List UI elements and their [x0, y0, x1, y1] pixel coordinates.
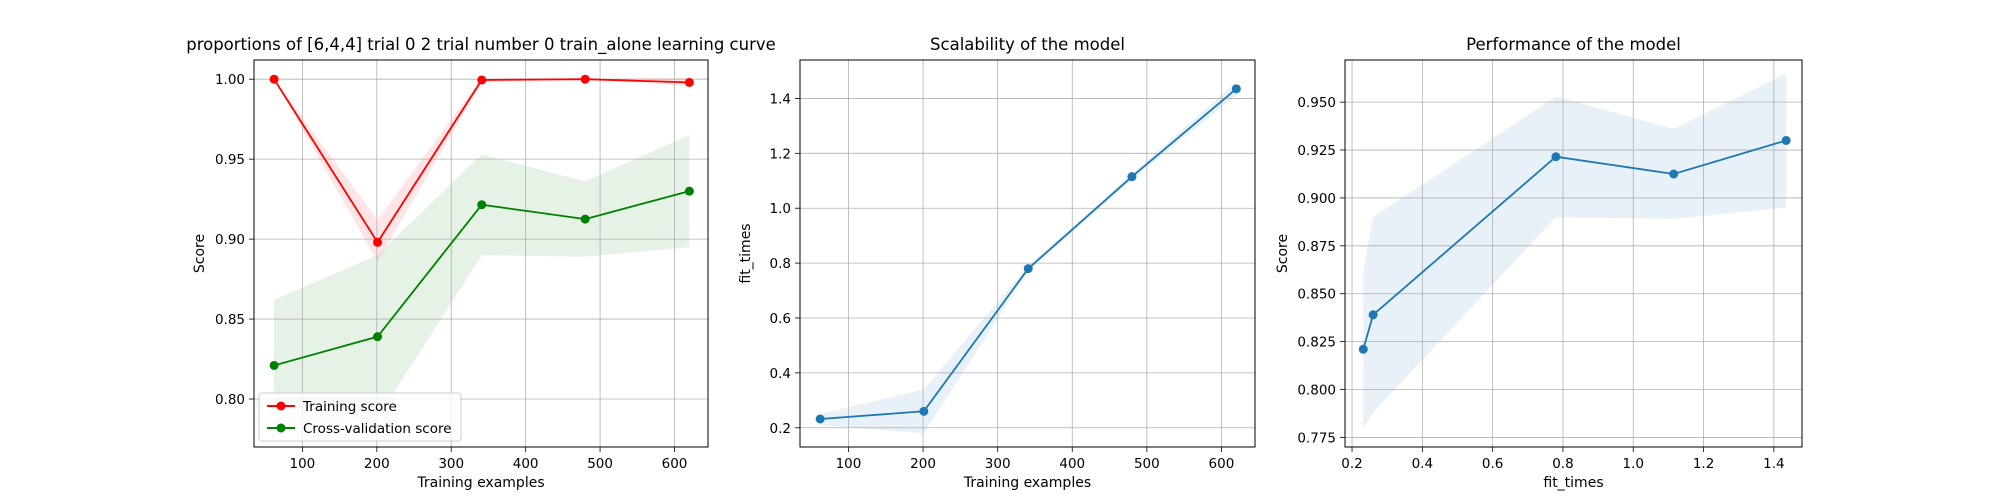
- performance-ytick-label: 0.900: [1297, 191, 1336, 207]
- legend-training-marker: [276, 401, 286, 411]
- scalability-xlabel: Training examples: [963, 475, 1091, 491]
- scalability-xtick-label: 300: [985, 456, 1011, 472]
- learning-curve-series-1-point: [684, 186, 694, 196]
- performance-ytick-label: 0.850: [1297, 287, 1336, 303]
- performance-xtick-label: 0.6: [1482, 456, 1503, 472]
- performance-xtick-label: 0.2: [1341, 456, 1362, 472]
- legend-cv-marker: [276, 423, 286, 433]
- scalability-yticks: 0.2 0.4 0.6 0.8 1.0 1.2 1.4: [770, 91, 800, 437]
- performance-series-0-point: [1368, 310, 1378, 320]
- scalability-ytick-label: 1.0: [770, 201, 791, 217]
- legend-cv-label: Cross-validation score: [303, 421, 452, 437]
- performance-xtick-label: 1.2: [1693, 456, 1714, 472]
- learning-curve-xtick-label: 400: [513, 456, 539, 472]
- scalability-xtick-label: 500: [1134, 456, 1160, 472]
- learning-curve-series-1-point: [477, 200, 487, 210]
- scalability-ytick-label: 0.2: [770, 421, 791, 437]
- performance-ytick-label: 0.925: [1297, 143, 1336, 159]
- performance-xlabel: fit_times: [1543, 475, 1603, 491]
- performance-series-0-point: [1551, 152, 1561, 162]
- performance-series-0-point: [1358, 344, 1368, 354]
- performance-yticks: 0.775 0.800 0.825 0.850 0.875 0.900 0.925 0.950: [1297, 95, 1345, 446]
- learning-curve-ylabel: Score: [192, 234, 208, 273]
- scalability-ytick-label: 0.8: [770, 256, 791, 272]
- learning-curve-series-0-point: [373, 237, 383, 247]
- scalability-panel: 100 200 300 400 500 600 0.2 0.4 0.6 0.8 1.0 1.2 1.4…: [738, 35, 1256, 491]
- learning-curve-panel: 100 200 300 400 500 600 0.800.850.900.951.00 …: [186, 35, 776, 491]
- learning-curve-frame: [253, 59, 709, 448]
- scalability-xtick-label: 600: [1209, 456, 1235, 472]
- scalability-frame: [799, 59, 1256, 448]
- learning-curve-series-1-band: [274, 135, 690, 432]
- scalability-xticks: 100 200 300 400 500 600: [836, 447, 1235, 472]
- learning-curve-xtick-label: 300: [438, 456, 464, 472]
- performance-ytick-label: 0.775: [1297, 430, 1336, 446]
- scalability-series-0-point: [919, 406, 929, 416]
- performance-series: [1358, 135, 1791, 354]
- performance-ylabel: Score: [1275, 234, 1291, 273]
- performance-series-0-point: [1781, 135, 1791, 145]
- learning-curve-ytick-label: 0.90: [215, 232, 245, 248]
- scalability-series-0-point: [1127, 172, 1137, 182]
- performance-xtick-label: 0.4: [1412, 456, 1433, 472]
- performance-xticks: 0.2 0.4 0.6 0.8 1.0 1.2 1.4: [1341, 447, 1785, 472]
- performance-ytick-label: 0.800: [1297, 383, 1336, 399]
- scalability-title: Scalability of the model: [930, 35, 1125, 54]
- scalability-xtick-label: 100: [836, 456, 862, 472]
- performance-title: Performance of the model: [1466, 35, 1681, 54]
- performance-xtick-label: 1.4: [1763, 456, 1784, 472]
- legend-training-label: Training score: [302, 399, 397, 415]
- learning-curve-xlabel: Training examples: [416, 475, 544, 491]
- performance-series-0-point: [1669, 169, 1679, 179]
- scalability-ytick-label: 1.4: [770, 91, 791, 107]
- learning-curve-series-0-point: [269, 74, 279, 84]
- learning-curve-bands: [274, 77, 690, 432]
- learning-curve-xticks: 100 200 300 400 500 600: [289, 447, 687, 472]
- learning-curve-ytick-label: 1.00: [215, 72, 245, 88]
- performance-xtick-label: 0.8: [1552, 456, 1573, 472]
- learning-curve-series-0-point: [684, 77, 694, 87]
- learning-curve-xtick-label: 200: [364, 456, 390, 472]
- learning-curve-title: proportions of [6,4,4] trial 0 2 trial n…: [186, 35, 776, 55]
- scalability-ytick-label: 1.2: [770, 146, 791, 162]
- performance-panel: 0.2 0.4 0.6 0.8 1.0 1.2 1.4 0.775 0.800 0.825 0.8…: [1275, 35, 1803, 491]
- learning-curve-ytick-label: 0.95: [215, 152, 245, 168]
- performance-frame: [1344, 59, 1803, 448]
- scalability-xtick-label: 400: [1059, 456, 1085, 472]
- performance-ytick-label: 0.950: [1297, 95, 1336, 111]
- learning-curve-grid: [254, 60, 708, 447]
- performance-bands: [1363, 73, 1787, 428]
- scalability-series-0-point: [1231, 84, 1241, 94]
- learning-curve-xtick-label: 100: [289, 456, 315, 472]
- learning-curve-ytick-label: 0.80: [215, 392, 245, 408]
- scalability-ytick-label: 0.4: [770, 366, 791, 382]
- performance-ytick-label: 0.825: [1297, 335, 1336, 351]
- performance-series-0-band: [1363, 73, 1787, 428]
- scalability-grid: [800, 60, 1255, 447]
- learning-curve-series-1-point: [269, 360, 279, 370]
- learning-curve-series-1-point: [580, 214, 590, 224]
- performance-xtick-label: 1.0: [1623, 456, 1644, 472]
- scalability-ylabel: fit_times: [738, 223, 754, 283]
- legend-box: [258, 392, 462, 442]
- learning-curve-xtick-label: 600: [662, 456, 688, 472]
- scalability-ytick-label: 0.6: [770, 311, 791, 327]
- scalability-series-0-point: [815, 414, 825, 424]
- scalability-series-0-point: [1023, 264, 1033, 274]
- learning-curve-series-1-point: [373, 332, 383, 342]
- learning-curve-series-0-point: [580, 74, 590, 84]
- learning-curve-yticks: 0.80 0.85 0.90 0.95 1.00: [215, 72, 254, 408]
- learning-curve-ytick-label: 0.85: [215, 312, 245, 328]
- performance-grid: [1345, 60, 1802, 447]
- learning-curve-series-0-point: [477, 75, 487, 85]
- learning-curve-series: [269, 74, 694, 370]
- legend: Training score Cross-validation score: [258, 392, 462, 442]
- learning-curve-xtick-label: 500: [587, 456, 613, 472]
- scalability-series: [815, 84, 1241, 424]
- scalability-xtick-label: 200: [910, 456, 936, 472]
- performance-ytick-label: 0.875: [1297, 239, 1336, 255]
